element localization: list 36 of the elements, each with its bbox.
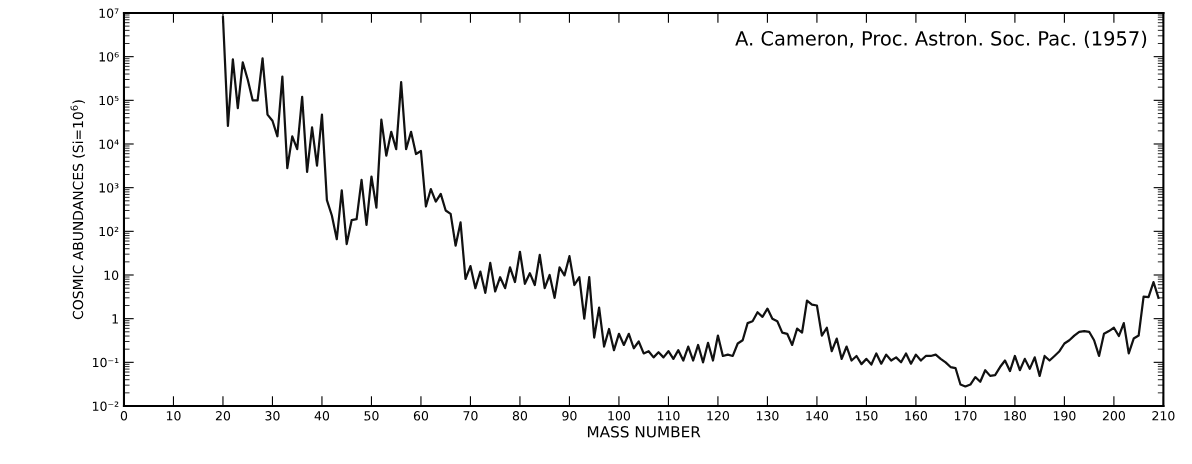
y-tick-label: 10⁻¹ [92,357,119,368]
x-tick-label: 10 [166,411,181,421]
x-tick-label: 80 [512,411,528,421]
x-tick-label: 130 [756,411,779,421]
x-tick-label: 190 [1053,411,1076,421]
x-tick-label: 0 [120,411,128,421]
x-axis-title: MASS NUMBER [587,426,701,438]
x-tick-label: 180 [1004,411,1026,421]
y-tick-label: 10² [99,226,119,237]
y-tick-label: 10 [104,270,119,280]
y-tick-label: 10⁻² [92,401,119,411]
x-tick-label: 100 [608,411,631,421]
y-tick-label: 10⁵ [99,95,119,106]
x-tick-label: 60 [413,411,429,421]
annotation: A. Cameron, Proc. Astron. Soc. Pac. (1957) [735,30,1147,49]
x-tick-label: 90 [562,411,577,421]
x-tick-label: 140 [806,411,829,421]
x-tick-label: 70 [463,411,478,421]
x-tick-label: 210 [1152,411,1175,421]
y-tick-label: 10⁴ [99,139,119,149]
x-tick-label: 200 [1102,411,1125,421]
x-tick-label: 30 [265,411,280,421]
x-tick-label: 150 [855,411,878,421]
y-axis-title: COSMIC ABUNDANCES (Si=10$^{6}$) [70,100,85,320]
y-tick-label: 10⁶ [99,52,119,62]
line-series [221,16,1160,388]
x-tick-label: 20 [215,411,231,421]
x-tick-label: 40 [314,411,330,421]
y-tick-label: 10⁷ [99,8,119,18]
y-tick-label: 1 [112,314,118,324]
x-tick-label: 160 [905,411,928,421]
x-tick-label: 120 [707,411,730,421]
x-tick-label: 110 [657,411,680,421]
x-tick-label: 50 [364,411,379,421]
y-tick-label: 10³ [99,183,119,193]
x-tick-label: 170 [954,411,977,421]
